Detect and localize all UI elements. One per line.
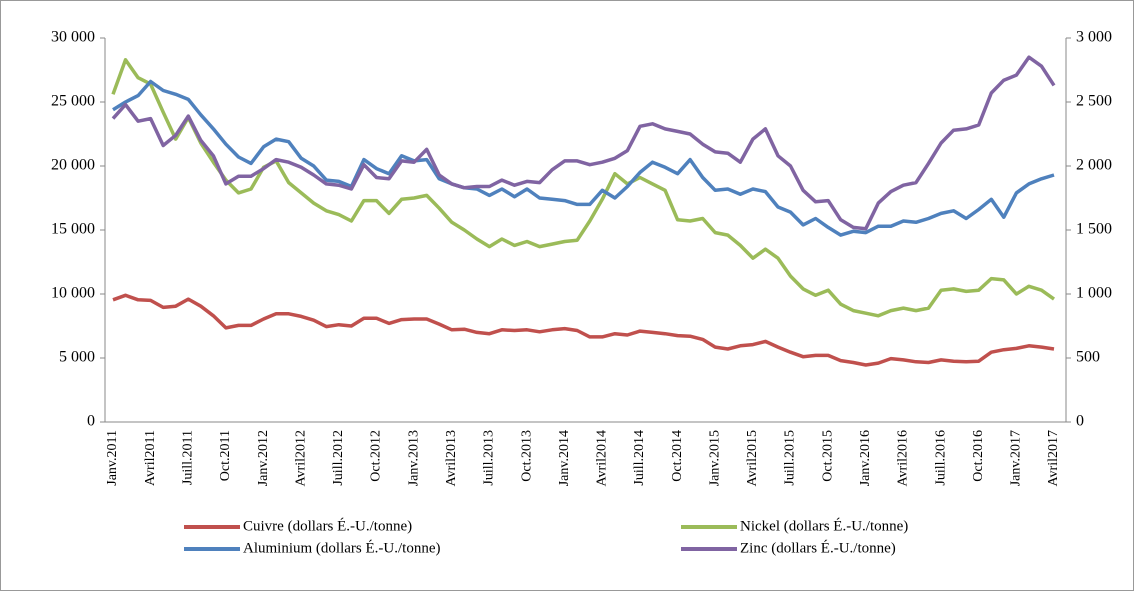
y-tick-label: 5 000 — [59, 349, 95, 366]
legend-label: Nickel (dollars É.-U./tonne) — [740, 517, 908, 534]
x-tick-label: Avril2016 — [896, 430, 911, 487]
x-tick-label: Oct.2011 — [218, 430, 233, 481]
legend-label: Cuivre (dollars É.-U./tonne) — [243, 517, 412, 534]
y2-tick-label: 2 500 — [1076, 93, 1112, 110]
y2-tick-label: 1 500 — [1076, 221, 1112, 238]
y-tick-label: 15 000 — [51, 221, 95, 238]
x-tick-label: Janv.2016 — [858, 430, 873, 486]
legend-label: Aluminium (dollars É.-U./tonne) — [243, 539, 440, 556]
y-tick-label: 30 000 — [51, 29, 95, 46]
x-tick-label: Oct.2015 — [820, 430, 835, 482]
x-tick-label: Oct.2016 — [971, 430, 986, 482]
y2-tick-label: 1 000 — [1076, 285, 1112, 302]
x-tick-label: Juill.2015 — [783, 430, 798, 486]
y-tick-label: 10 000 — [51, 285, 95, 302]
x-tick-label: Avril2011 — [143, 430, 158, 486]
x-tick-label: Avril2013 — [444, 430, 459, 487]
x-tick-label: Janv.2011 — [105, 430, 120, 486]
line-3 — [111, 55, 1056, 231]
x-tick-label: Avril2014 — [595, 430, 610, 487]
x-tick-label: Janv.2013 — [406, 430, 421, 486]
x-tick-label: Juill.2014 — [632, 430, 647, 486]
x-tick-label: Oct.2014 — [670, 430, 685, 482]
x-tick-label: Oct.2013 — [519, 430, 534, 482]
x-tick-label: Avril2015 — [745, 430, 760, 487]
y2-tick-label: 2 000 — [1076, 157, 1112, 174]
y-tick-label: 0 — [87, 413, 95, 430]
y2-tick-label: 0 — [1076, 413, 1084, 430]
x-tick-label: Avril2017 — [1046, 430, 1061, 487]
x-tick-label: Janv.2017 — [1009, 430, 1024, 486]
x-tick-label: Juill.2012 — [331, 430, 346, 486]
x-tick-label: Avril2012 — [293, 430, 308, 487]
y-tick-label: 20 000 — [51, 157, 95, 174]
x-tick-label: Juill.2016 — [933, 430, 948, 486]
y2-tick-label: 500 — [1076, 349, 1100, 366]
line-0 — [112, 293, 1055, 367]
legend-label: Zinc (dollars É.-U./tonne) — [740, 539, 896, 556]
x-tick-label: Janv.2012 — [256, 430, 271, 486]
x-tick-label: Juill.2013 — [482, 430, 497, 486]
x-tick-label: Janv.2015 — [707, 430, 722, 486]
x-tick-label: Janv.2014 — [557, 430, 572, 486]
x-tick-label: Juill.2011 — [180, 430, 195, 485]
line-2 — [112, 79, 1055, 237]
y2-tick-label: 3 000 — [1076, 29, 1112, 46]
x-tick-label: Oct.2012 — [369, 430, 384, 482]
y-tick-label: 25 000 — [51, 93, 95, 110]
